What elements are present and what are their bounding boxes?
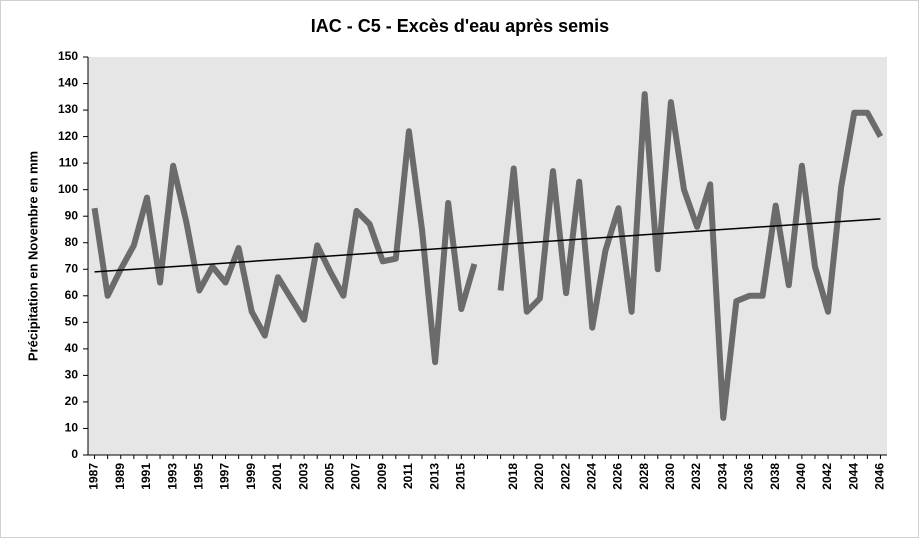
y-tick-label: 30 (65, 368, 79, 382)
x-tick-label: 2046 (873, 463, 887, 490)
y-tick-label: 10 (65, 421, 79, 435)
x-tick-label: 2028 (637, 463, 651, 490)
y-tick-label: 150 (58, 49, 78, 63)
y-tick-label: 60 (65, 288, 79, 302)
y-tick-label: 20 (65, 394, 79, 408)
x-tick-label: 1987 (87, 463, 101, 490)
y-tick-label: 130 (58, 102, 78, 116)
x-tick-label: 2042 (820, 463, 834, 490)
y-axis-label: Précipitation en Novembre en mm (25, 151, 40, 361)
y-tick-label: 140 (58, 76, 78, 90)
trend-line (94, 218, 881, 273)
y-tick-label: 110 (59, 155, 79, 169)
y-tick-label: 90 (65, 208, 79, 222)
x-tick-label: 2009 (375, 463, 389, 490)
x-tick-label: 1993 (165, 463, 179, 490)
x-tick-label: 2030 (663, 463, 677, 490)
y-tick-label: 40 (65, 341, 79, 355)
x-tick-label: 2001 (270, 463, 284, 490)
y-tick-label: 0 (71, 447, 78, 461)
x-tick-label: 2026 (611, 463, 625, 490)
x-tick-label: 2003 (296, 463, 310, 490)
x-tick-label: 2040 (794, 463, 808, 490)
plot-area (88, 57, 887, 455)
x-tick-label: 2024 (584, 463, 598, 490)
x-tick-label: 2044 (846, 463, 860, 490)
x-tick-label: 2013 (427, 463, 441, 490)
x-tick-label: 2011 (401, 463, 415, 489)
x-tick-label: 1997 (218, 463, 232, 490)
x-tick-label: 2015 (453, 463, 467, 490)
x-tick-label: 2007 (349, 463, 363, 490)
x-tick-label: 2018 (506, 463, 520, 490)
x-tick-label: 2020 (532, 463, 546, 490)
x-tick-label: 2005 (322, 463, 336, 490)
x-tick-label: 1995 (192, 463, 206, 490)
x-tick-label: 2038 (768, 463, 782, 490)
y-tick-label: 120 (58, 129, 78, 143)
x-tick-label: 1991 (139, 463, 153, 490)
x-tick-label: 1989 (113, 463, 127, 490)
x-tick-label: 2034 (715, 463, 729, 490)
chart-title: IAC - C5 - Excès d'eau après semis (311, 16, 609, 36)
x-tick-label: 2022 (558, 463, 572, 490)
y-tick-label: 80 (65, 235, 79, 249)
y-tick-label: 100 (58, 182, 78, 196)
y-tick-label: 70 (65, 261, 79, 275)
x-tick-label: 2032 (689, 463, 703, 490)
x-tick-label: 2036 (742, 463, 756, 490)
y-tick-label: 50 (65, 315, 79, 329)
x-tick-label: 1999 (244, 463, 258, 490)
